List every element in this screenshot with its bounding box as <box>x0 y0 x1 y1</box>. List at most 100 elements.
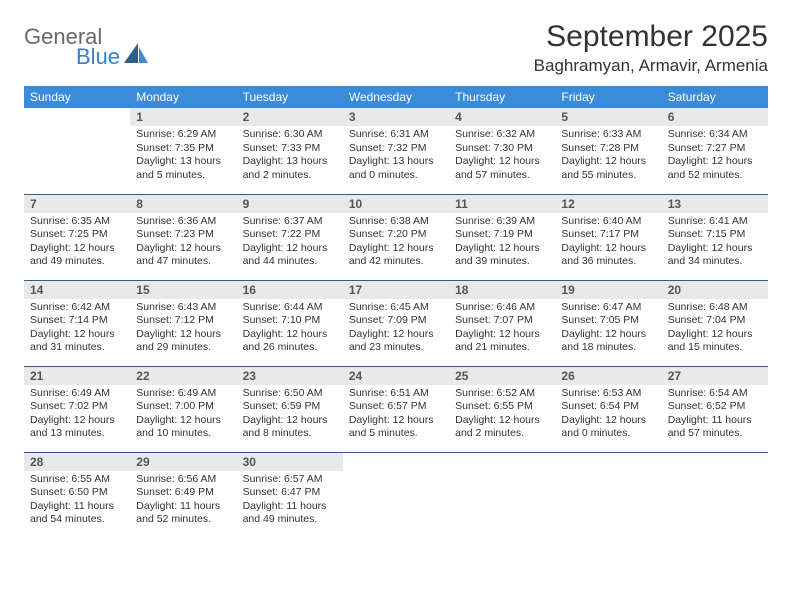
calendar-row: 28Sunrise: 6:55 AMSunset: 6:50 PMDayligh… <box>24 452 768 538</box>
calendar-cell: 30Sunrise: 6:57 AMSunset: 6:47 PMDayligh… <box>237 452 343 538</box>
day-details: Sunrise: 6:54 AMSunset: 6:52 PMDaylight:… <box>662 385 768 446</box>
day-details: Sunrise: 6:30 AMSunset: 7:33 PMDaylight:… <box>237 126 343 187</box>
daylight-text: Daylight: 12 hours and 26 minutes. <box>243 328 337 355</box>
calendar-cell: 16Sunrise: 6:44 AMSunset: 7:10 PMDayligh… <box>237 280 343 366</box>
header: General Blue September 2025 Baghramyan, … <box>24 20 768 76</box>
daylight-text: Daylight: 12 hours and 42 minutes. <box>349 242 443 269</box>
daylight-text: Daylight: 12 hours and 23 minutes. <box>349 328 443 355</box>
daylight-text: Daylight: 11 hours and 52 minutes. <box>136 500 230 527</box>
sunset-text: Sunset: 7:12 PM <box>136 314 230 328</box>
day-number: 3 <box>343 108 449 126</box>
daylight-text: Daylight: 12 hours and 15 minutes. <box>668 328 762 355</box>
calendar-row: 1Sunrise: 6:29 AMSunset: 7:35 PMDaylight… <box>24 108 768 194</box>
calendar-cell <box>343 452 449 538</box>
logo-word2: Blue <box>76 46 120 68</box>
day-number <box>24 108 130 112</box>
sunset-text: Sunset: 6:47 PM <box>243 486 337 500</box>
sunrise-text: Sunrise: 6:42 AM <box>30 301 124 315</box>
day-details: Sunrise: 6:56 AMSunset: 6:49 PMDaylight:… <box>130 471 236 532</box>
day-details: Sunrise: 6:45 AMSunset: 7:09 PMDaylight:… <box>343 299 449 360</box>
day-number: 4 <box>449 108 555 126</box>
sunset-text: Sunset: 7:10 PM <box>243 314 337 328</box>
day-details: Sunrise: 6:35 AMSunset: 7:25 PMDaylight:… <box>24 213 130 274</box>
sunset-text: Sunset: 7:28 PM <box>561 142 655 156</box>
sunrise-text: Sunrise: 6:46 AM <box>455 301 549 315</box>
sunrise-text: Sunrise: 6:49 AM <box>30 387 124 401</box>
sunrise-text: Sunrise: 6:43 AM <box>136 301 230 315</box>
sunrise-text: Sunrise: 6:51 AM <box>349 387 443 401</box>
day-number: 24 <box>343 367 449 385</box>
day-number: 27 <box>662 367 768 385</box>
logo-text: General Blue <box>24 26 120 68</box>
daylight-text: Daylight: 12 hours and 10 minutes. <box>136 414 230 441</box>
calendar-cell: 27Sunrise: 6:54 AMSunset: 6:52 PMDayligh… <box>662 366 768 452</box>
calendar-cell: 6Sunrise: 6:34 AMSunset: 7:27 PMDaylight… <box>662 108 768 194</box>
sunrise-text: Sunrise: 6:54 AM <box>668 387 762 401</box>
calendar-cell: 14Sunrise: 6:42 AMSunset: 7:14 PMDayligh… <box>24 280 130 366</box>
calendar-cell <box>449 452 555 538</box>
day-number: 11 <box>449 195 555 213</box>
sunset-text: Sunset: 7:17 PM <box>561 228 655 242</box>
day-number: 1 <box>130 108 236 126</box>
calendar-cell <box>24 108 130 194</box>
day-number: 29 <box>130 453 236 471</box>
sunrise-text: Sunrise: 6:34 AM <box>668 128 762 142</box>
daylight-text: Daylight: 12 hours and 49 minutes. <box>30 242 124 269</box>
day-number: 5 <box>555 108 661 126</box>
sunset-text: Sunset: 7:04 PM <box>668 314 762 328</box>
location-subtitle: Baghramyan, Armavir, Armenia <box>534 56 768 76</box>
day-number: 2 <box>237 108 343 126</box>
daylight-text: Daylight: 12 hours and 21 minutes. <box>455 328 549 355</box>
sunset-text: Sunset: 7:00 PM <box>136 400 230 414</box>
sunrise-text: Sunrise: 6:32 AM <box>455 128 549 142</box>
day-number: 20 <box>662 281 768 299</box>
calendar-cell: 28Sunrise: 6:55 AMSunset: 6:50 PMDayligh… <box>24 452 130 538</box>
day-number: 14 <box>24 281 130 299</box>
day-details: Sunrise: 6:51 AMSunset: 6:57 PMDaylight:… <box>343 385 449 446</box>
daylight-text: Daylight: 12 hours and 52 minutes. <box>668 155 762 182</box>
day-details: Sunrise: 6:37 AMSunset: 7:22 PMDaylight:… <box>237 213 343 274</box>
day-number: 21 <box>24 367 130 385</box>
sunset-text: Sunset: 6:50 PM <box>30 486 124 500</box>
day-details: Sunrise: 6:47 AMSunset: 7:05 PMDaylight:… <box>555 299 661 360</box>
calendar-row: 14Sunrise: 6:42 AMSunset: 7:14 PMDayligh… <box>24 280 768 366</box>
sunrise-text: Sunrise: 6:40 AM <box>561 215 655 229</box>
calendar-cell: 25Sunrise: 6:52 AMSunset: 6:55 PMDayligh… <box>449 366 555 452</box>
sunset-text: Sunset: 6:59 PM <box>243 400 337 414</box>
day-details: Sunrise: 6:43 AMSunset: 7:12 PMDaylight:… <box>130 299 236 360</box>
day-details: Sunrise: 6:36 AMSunset: 7:23 PMDaylight:… <box>130 213 236 274</box>
day-number: 18 <box>449 281 555 299</box>
day-number <box>555 453 661 457</box>
calendar-row: 21Sunrise: 6:49 AMSunset: 7:02 PMDayligh… <box>24 366 768 452</box>
day-number: 17 <box>343 281 449 299</box>
calendar-cell: 13Sunrise: 6:41 AMSunset: 7:15 PMDayligh… <box>662 194 768 280</box>
sunset-text: Sunset: 7:32 PM <box>349 142 443 156</box>
day-details: Sunrise: 6:57 AMSunset: 6:47 PMDaylight:… <box>237 471 343 532</box>
daylight-text: Daylight: 13 hours and 0 minutes. <box>349 155 443 182</box>
sunrise-text: Sunrise: 6:53 AM <box>561 387 655 401</box>
sunset-text: Sunset: 6:54 PM <box>561 400 655 414</box>
calendar-cell <box>555 452 661 538</box>
sunrise-text: Sunrise: 6:33 AM <box>561 128 655 142</box>
calendar-cell: 29Sunrise: 6:56 AMSunset: 6:49 PMDayligh… <box>130 452 236 538</box>
daylight-text: Daylight: 12 hours and 2 minutes. <box>455 414 549 441</box>
sunrise-text: Sunrise: 6:44 AM <box>243 301 337 315</box>
day-details: Sunrise: 6:41 AMSunset: 7:15 PMDaylight:… <box>662 213 768 274</box>
day-number <box>343 453 449 457</box>
weekday-header: Wednesday <box>343 86 449 108</box>
calendar-cell: 12Sunrise: 6:40 AMSunset: 7:17 PMDayligh… <box>555 194 661 280</box>
sunrise-text: Sunrise: 6:31 AM <box>349 128 443 142</box>
sunrise-text: Sunrise: 6:29 AM <box>136 128 230 142</box>
weekday-header: Monday <box>130 86 236 108</box>
day-details: Sunrise: 6:29 AMSunset: 7:35 PMDaylight:… <box>130 126 236 187</box>
calendar-cell: 24Sunrise: 6:51 AMSunset: 6:57 PMDayligh… <box>343 366 449 452</box>
sunrise-text: Sunrise: 6:48 AM <box>668 301 762 315</box>
sunset-text: Sunset: 7:25 PM <box>30 228 124 242</box>
sunset-text: Sunset: 7:09 PM <box>349 314 443 328</box>
logo-sail-icon <box>124 43 150 65</box>
day-number: 7 <box>24 195 130 213</box>
day-number: 6 <box>662 108 768 126</box>
day-number: 12 <box>555 195 661 213</box>
day-details: Sunrise: 6:53 AMSunset: 6:54 PMDaylight:… <box>555 385 661 446</box>
daylight-text: Daylight: 12 hours and 39 minutes. <box>455 242 549 269</box>
